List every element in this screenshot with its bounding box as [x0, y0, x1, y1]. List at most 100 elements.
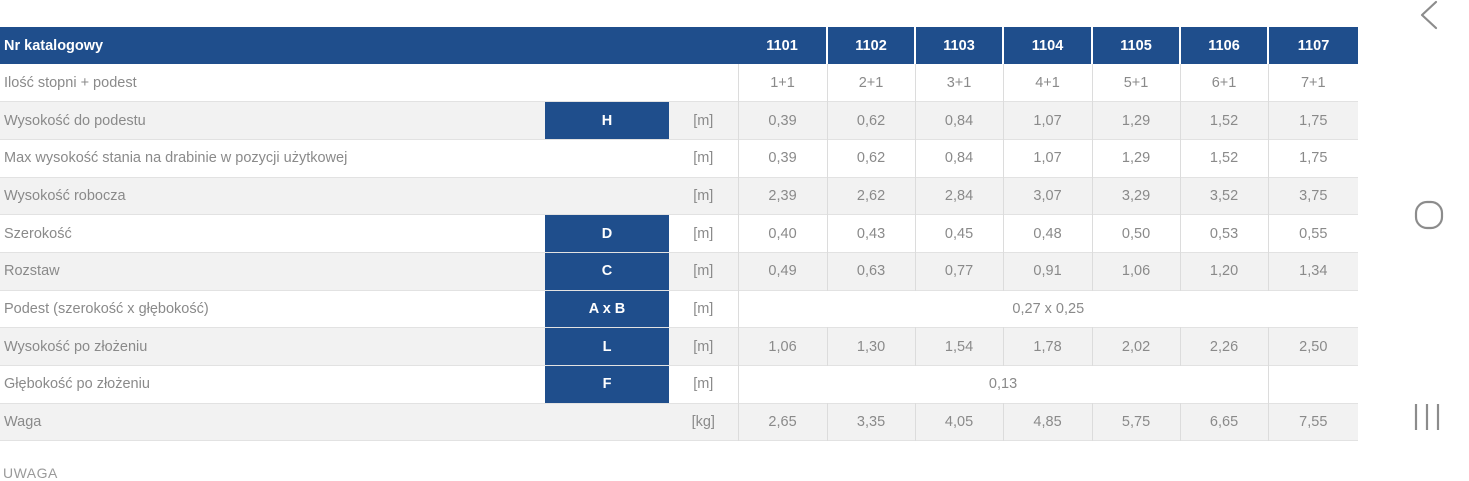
symbol-badge: C [545, 252, 669, 291]
cell-value: 7+1 [1268, 64, 1359, 102]
unit-label: [m] [669, 365, 739, 404]
row-label: Wysokość robocza [0, 177, 669, 215]
cell-value: 0,77 [915, 252, 1004, 291]
symbol-badge: L [545, 327, 669, 366]
cell-value: 0,63 [827, 252, 916, 291]
row-label: Waga [0, 403, 669, 441]
cell-empty [1268, 365, 1359, 404]
cell-value: 0,53 [1180, 214, 1269, 253]
header-model: 1102 [827, 27, 917, 64]
header-model: 1101 [738, 27, 829, 64]
cell-value: 1,29 [1092, 139, 1181, 178]
cell-value: 2,02 [1092, 327, 1181, 366]
cell-value: 6,65 [1180, 403, 1269, 441]
cell-value: 0,84 [915, 139, 1004, 178]
cell-value: 0,50 [1092, 214, 1181, 253]
cell-value: 3,75 [1268, 177, 1359, 215]
header-catalog-label: Nr katalogowy [0, 27, 739, 64]
cell-value: 0,84 [915, 101, 1004, 140]
cell-value: 1+1 [738, 64, 828, 102]
cell-value: 1,07 [1003, 101, 1093, 140]
header-model: 1103 [915, 27, 1005, 64]
row-label: Szerokość [0, 214, 545, 253]
cell-value: 2,84 [915, 177, 1004, 215]
cell-value: 0,62 [827, 139, 916, 178]
cell-value: 2,65 [738, 403, 828, 441]
unit-label: [m] [669, 214, 739, 253]
cell-value: 2,26 [1180, 327, 1269, 366]
note-heading: UWAGA [3, 465, 58, 481]
row-label: Podest (szerokość x głębokość) [0, 290, 545, 328]
unit-label: [m] [669, 327, 739, 366]
cell-value-spanning: 0,27 x 0,25 [738, 290, 1359, 328]
table-row: Max wysokość stania na drabinie w pozycj… [0, 139, 1359, 178]
recents-bars-icon[interactable] [1411, 400, 1443, 434]
table-row: Wysokość po złożeniu L [m] 1,06 1,30 1,5… [0, 327, 1359, 366]
chevron-left-icon[interactable] [1416, 0, 1440, 30]
circle-home-icon[interactable] [1414, 200, 1444, 230]
symbol-badge: A x B [545, 290, 669, 328]
header-model: 1106 [1180, 27, 1270, 64]
cell-value: 1,06 [738, 327, 828, 366]
cell-value: 0,48 [1003, 214, 1093, 253]
cell-value: 1,75 [1268, 101, 1359, 140]
unit-label: [m] [669, 139, 739, 178]
cell-value: 3,52 [1180, 177, 1269, 215]
row-label: Głębokość po złożeniu [0, 365, 545, 404]
cell-value: 5,75 [1092, 403, 1181, 441]
cell-value: 5+1 [1092, 64, 1181, 102]
table-row: Głębokość po złożeniu F [m] 0,13 [0, 365, 1359, 404]
cell-value: 0,43 [827, 214, 916, 253]
cell-value: 1,54 [915, 327, 1004, 366]
table-row: Wysokość do podestu H [m] 0,39 0,62 0,84… [0, 101, 1359, 140]
header-model: 1105 [1092, 27, 1182, 64]
row-label: Rozstaw [0, 252, 545, 291]
cell-value: 2,62 [827, 177, 916, 215]
cell-value: 0,39 [738, 139, 828, 178]
cell-value: 1,07 [1003, 139, 1093, 178]
cell-value: 0,39 [738, 101, 828, 140]
cell-value: 3,35 [827, 403, 916, 441]
cell-value: 1,75 [1268, 139, 1359, 178]
cell-value: 0,40 [738, 214, 828, 253]
cell-value: 1,78 [1003, 327, 1093, 366]
table-row: Podest (szerokość x głębokość) A x B [m]… [0, 290, 1359, 328]
cell-value: 4+1 [1003, 64, 1093, 102]
cell-value: 0,62 [827, 101, 916, 140]
cell-value: 6+1 [1180, 64, 1269, 102]
unit-label: [m] [669, 252, 739, 291]
cell-value-spanning: 0,13 [738, 365, 1269, 404]
unit-label: [kg] [669, 403, 739, 441]
header-model: 1107 [1268, 27, 1359, 64]
cell-value: 4,05 [915, 403, 1004, 441]
spec-table: Nr katalogowy 1101 1102 1103 1104 1105 1… [0, 27, 1359, 441]
table-row: Wysokość robocza [m] 2,39 2,62 2,84 3,07… [0, 177, 1359, 215]
table-row: Rozstaw C [m] 0,49 0,63 0,77 0,91 1,06 1… [0, 252, 1359, 291]
cell-value: 1,29 [1092, 101, 1181, 140]
table-row: Szerokość D [m] 0,40 0,43 0,45 0,48 0,50… [0, 214, 1359, 253]
spec-table-container: Nr katalogowy 1101 1102 1103 1104 1105 1… [0, 27, 1359, 441]
header-row: Nr katalogowy 1101 1102 1103 1104 1105 1… [0, 27, 1359, 64]
cell-value: 1,30 [827, 327, 916, 366]
symbol-badge: H [545, 101, 669, 140]
cell-value: 0,49 [738, 252, 828, 291]
cell-value: 3,29 [1092, 177, 1181, 215]
cell-value: 0,91 [1003, 252, 1093, 291]
cell-value: 1,52 [1180, 101, 1269, 140]
unit-label: [m] [669, 177, 739, 215]
cell-value: 1,06 [1092, 252, 1181, 291]
row-label: Wysokość po złożeniu [0, 327, 545, 366]
cell-value: 1,52 [1180, 139, 1269, 178]
cell-value: 1,20 [1180, 252, 1269, 291]
symbol-badge: F [545, 365, 669, 404]
cell-value: 0,55 [1268, 214, 1359, 253]
row-label: Max wysokość stania na drabinie w pozycj… [0, 139, 669, 178]
cell-value: 7,55 [1268, 403, 1359, 441]
cell-value: 2,50 [1268, 327, 1359, 366]
system-nav-bar [1380, 0, 1469, 477]
table-row: Waga [kg] 2,65 3,35 4,05 4,85 5,75 6,65 … [0, 403, 1359, 441]
row-label: Ilość stopni + podest [0, 64, 739, 102]
cell-value: 1,34 [1268, 252, 1359, 291]
row-label: Wysokość do podestu [0, 101, 545, 140]
cell-value: 3,07 [1003, 177, 1093, 215]
